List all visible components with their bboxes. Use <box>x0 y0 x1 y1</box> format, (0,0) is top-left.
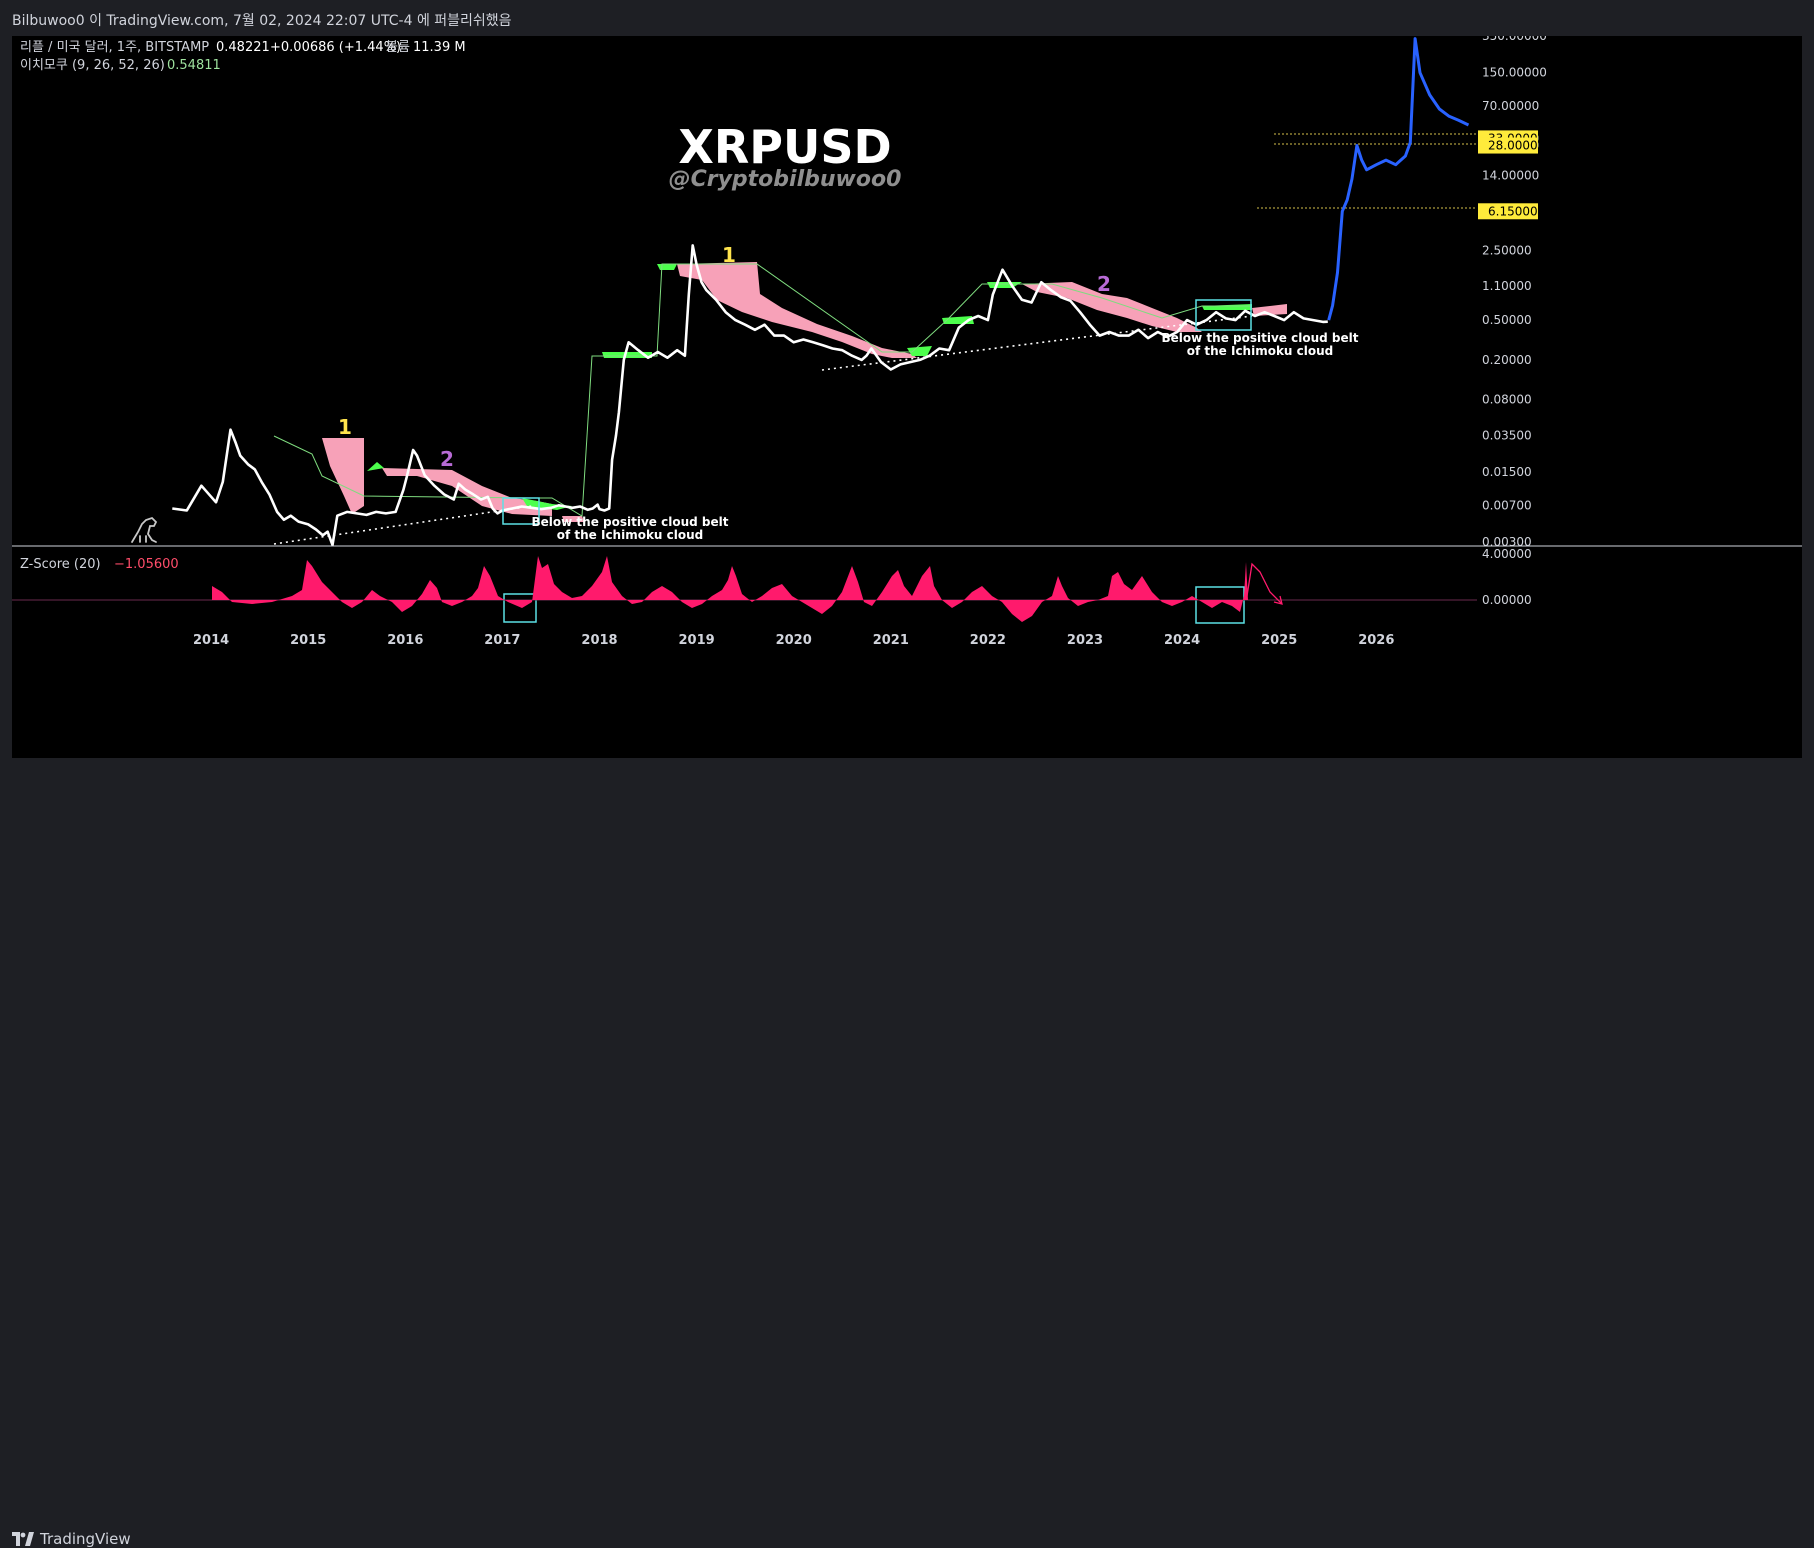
target-badge-label: 28.00000 <box>1488 139 1545 153</box>
zscore-projection-arrow <box>1273 595 1283 605</box>
price-axis-label: 0.08000 <box>1482 393 1532 407</box>
tradingview-icon <box>12 1532 34 1546</box>
watermark-title: XRPUSD <box>678 120 891 174</box>
zscore-projection <box>1246 562 1283 605</box>
support-trendline-2020 <box>821 315 1253 371</box>
time-axis-label: 2019 <box>679 633 715 648</box>
time-axis-label: 2015 <box>290 633 326 648</box>
price-axis-label: 0.00700 <box>1482 498 1532 512</box>
cloud-bearish-2018a <box>562 516 584 522</box>
highlight-box-zscore-2017 <box>503 593 537 623</box>
time-axis-label: 2018 <box>581 633 617 648</box>
target-badge-label: 6.15000 <box>1488 204 1538 218</box>
projection-line <box>1327 37 1470 321</box>
price-line <box>172 244 1328 547</box>
note-2017-line1: Below the positive cloud belt <box>532 515 729 529</box>
legend-change: +0.00686 (+1.44%) <box>270 40 401 55</box>
price-axis-label: 1.10000 <box>1482 279 1532 293</box>
legend-symbol[interactable]: 리플 / 미국 달러, 1주, BITSTAMP <box>20 40 209 55</box>
target-badge: 28.00000 <box>1478 137 1545 154</box>
note-2024-line1: Below the positive cloud belt <box>1162 331 1359 345</box>
target-badge-bg <box>1478 203 1538 220</box>
cloud-bullish-2024 <box>1202 304 1252 310</box>
note-2017-line2: of the Ichimoku cloud <box>557 528 704 542</box>
time-axis-label: 2022 <box>970 633 1006 648</box>
price-axis-label: 350.00000 <box>1482 36 1547 43</box>
legend-price: 0.48221 <box>216 40 270 55</box>
price-axis-label: 0.01500 <box>1482 465 1532 479</box>
target-badge: 6.15000 <box>1478 203 1538 220</box>
footer-bar: TradingView <box>0 758 1814 1548</box>
cloud-bullish-2021b <box>987 282 1022 288</box>
tradingview-logo[interactable]: TradingView <box>12 1530 131 1548</box>
price-axis-label: 2.50000 <box>1482 243 1532 257</box>
cloud-bearish-2022 <box>1022 282 1202 332</box>
legend-volume-label: 볼륨 <box>386 40 410 55</box>
time-axis-label: 2020 <box>776 633 812 648</box>
cloud-bearish-2015 <box>322 438 364 514</box>
cloud-bearish-2019 <box>677 262 917 358</box>
support-trendline-2015 <box>273 505 533 545</box>
tradingview-brand: TradingView <box>40 1530 131 1548</box>
ichimoku-cloud <box>322 262 1287 522</box>
time-axis-label: 2026 <box>1358 633 1394 648</box>
time-axis-label: 2024 <box>1164 633 1200 648</box>
watermark-author: @Cryptobilbuwoo0 <box>669 167 902 192</box>
dinosaur-icon <box>131 516 158 543</box>
label-2-2022: 2 <box>1097 272 1111 296</box>
highlight-box-2017 <box>502 497 540 525</box>
time-axis-label: 2021 <box>873 633 909 648</box>
chart-svg[interactable]: 350.00000150.0000070.0000033.0000028.000… <box>12 29 1802 758</box>
time-axis-label: 2016 <box>387 633 423 648</box>
label-2-2016: 2 <box>440 447 454 471</box>
price-axis-label: 14.00000 <box>1482 169 1539 183</box>
chart-area[interactable]: 350.00000150.0000070.0000033.0000028.000… <box>12 29 1802 758</box>
target-badge-bg <box>1478 137 1538 154</box>
legend-ichimoku-value: 0.54811 <box>167 58 221 73</box>
legend-volume-value: 11.39 M <box>413 40 466 55</box>
zscore-positive-area <box>212 556 1248 622</box>
time-axis-label: 2017 <box>484 633 520 648</box>
cloud-bullish-2016 <box>367 462 384 471</box>
time-axis-label: 2023 <box>1067 633 1103 648</box>
zscore-area <box>212 556 1248 622</box>
note-2024-line2: of the Ichimoku cloud <box>1187 344 1334 358</box>
zscore-label[interactable]: Z-Score (20) <box>20 557 101 572</box>
price-axis-label: 0.50000 <box>1482 313 1532 327</box>
cloud-bullish-2019 <box>657 264 677 270</box>
zscore-axis-label: 4.00000 <box>1482 547 1532 561</box>
highlight-box-zscore-2024 <box>1195 586 1245 624</box>
legend-ichimoku-label[interactable]: 이치모쿠 (9, 26, 52, 26) <box>20 58 165 73</box>
price-axis-label: 150.00000 <box>1482 66 1547 80</box>
price-axis-label: 0.20000 <box>1482 353 1532 367</box>
price-axis-label: 0.03500 <box>1482 428 1532 442</box>
label-1-2019: 1 <box>722 243 736 267</box>
label-1-2015: 1 <box>338 415 352 439</box>
zscore-value: −1.05600 <box>114 557 179 572</box>
time-axis-label: 2014 <box>193 633 229 648</box>
publish-line: Bilbuwoo0 이 TradingView.com, 7월 02, 2024… <box>12 13 512 29</box>
highlight-box-2024 <box>1195 299 1252 331</box>
time-axis-label: 2025 <box>1261 633 1297 648</box>
publish-bar: Bilbuwoo0 이 TradingView.com, 7월 02, 2024… <box>0 0 1814 36</box>
price-axis-label: 70.00000 <box>1482 99 1539 113</box>
zscore-axis-label: 0.00000 <box>1482 593 1532 607</box>
cloud-bullish-2020 <box>907 346 932 356</box>
